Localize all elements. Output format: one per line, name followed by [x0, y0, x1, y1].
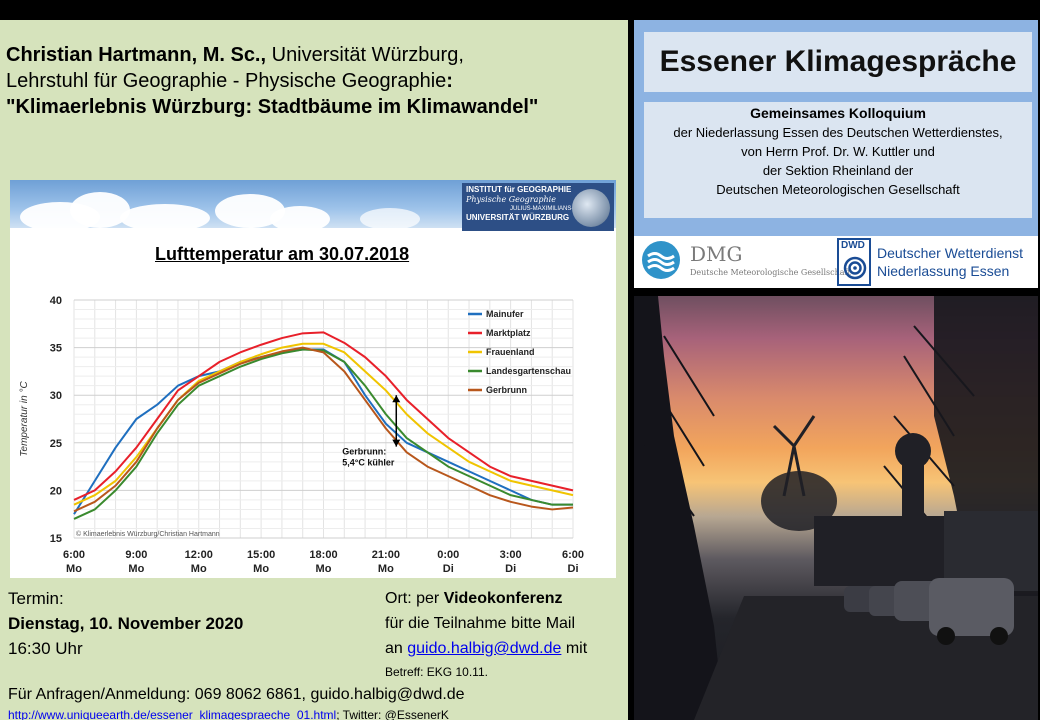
speaker-block: Christian Hartmann, M. Sc., Universität …	[6, 42, 626, 120]
annotation-arrowhead-bottom	[392, 439, 401, 447]
dwd-logo: DWD Deutscher Wetterdienst Niederlassung…	[837, 236, 1038, 288]
speaker-affiliation: Universität Würzburg,	[266, 44, 464, 66]
speaker-chair: Lehrstuhl für Geographie - Physische Geo…	[6, 70, 447, 92]
x-tick-label: 15:00	[247, 549, 275, 561]
website-link[interactable]: http://www.uniqueearth.de/essener_klimag…	[8, 708, 337, 720]
dwd-logo-frame: DWD	[837, 238, 871, 286]
x-tick-day-label: Di	[443, 563, 454, 575]
twitter-handle: ; Twitter: @EssenerK	[336, 708, 449, 720]
ort-mode: Videokonferenz	[443, 590, 563, 607]
email-link[interactable]: guido.halbig@dwd.de	[407, 640, 562, 657]
y-tick-label: 40	[50, 295, 62, 307]
annotation-arrowhead-top	[392, 395, 401, 403]
y-tick-label: 15	[50, 533, 62, 545]
x-tick-day-label: Di	[568, 563, 579, 575]
institute-line2: Physische Geographie	[466, 195, 556, 204]
logo-strip: DMG Deutsche Meteorologische Gesellschaf…	[634, 236, 1038, 288]
dwd-logo-label: DWD	[841, 240, 865, 251]
weblink-line: http://www.uniqueearth.de/essener_klimag…	[8, 708, 449, 720]
dmg-logo-subtitle: Deutsche Meteorologische Gesellschaft	[690, 268, 851, 277]
dwd-logo-text: Deutscher Wetterdienst Niederlassung Ess…	[877, 244, 1023, 280]
legend-label: Mainufer	[486, 309, 524, 319]
termin-label: Termin:	[8, 589, 64, 608]
x-tick-label: 0:00	[437, 549, 459, 561]
x-tick-label: 21:00	[372, 549, 400, 561]
x-tick-day-label: Mo	[316, 563, 332, 575]
institute-logo: INSTITUT für GEOGRAPHIE Physische Geogra…	[462, 183, 614, 231]
series-line-marktplatz	[73, 331, 574, 501]
ort-block: Ort: per Videokonferenz für die Teilnahm…	[385, 586, 587, 683]
x-tick-label: 9:00	[125, 549, 147, 561]
x-tick-day-label: Mo	[191, 563, 207, 575]
legend-label: Gerbrunn	[486, 385, 527, 395]
series-line-landesgartenschau	[73, 348, 573, 520]
event-line: der Sektion Rheinland der	[762, 163, 914, 178]
institute-line1: INSTITUT für GEOGRAPHIE	[466, 185, 572, 194]
dmg-logo-icon	[642, 241, 680, 279]
y-tick-label: 20	[50, 485, 62, 497]
dwd-spiral-icon	[843, 256, 867, 280]
termin-time: 16:30 Uhr	[8, 639, 83, 658]
speaker-name: Christian Hartmann, M. Sc.,	[6, 44, 267, 66]
x-tick-day-label: Di	[505, 563, 516, 575]
ort-prefix: Ort: per	[385, 590, 444, 607]
event-title: Essener Klimagespräche	[644, 32, 1032, 92]
betreff: Betreff: EKG 10.11.	[385, 665, 488, 679]
termin-block: Termin: Dienstag, 10. November 2020 16:3…	[8, 586, 243, 661]
event-box: Essener Klimagespräche Gemeinsames Kollo…	[634, 20, 1038, 236]
annotation-line2: 5,4°C kühler	[342, 458, 395, 468]
temperature-chart: 15 20 25 30 35 40 6:00 Mo 9:00 Mo 12:00 Mo 15:00 Mo 18…	[19, 295, 584, 575]
legend-label: Marktplatz	[486, 328, 531, 338]
speaker-colon: :	[446, 70, 453, 92]
institute-line4: UNIVERSITÄT WÜRZBURG	[466, 213, 570, 222]
y-tick-label: 30	[50, 390, 62, 402]
ort-line2: für die Teilnahme bitte Mail	[385, 615, 576, 632]
chart-slide: INSTITUT für GEOGRAPHIE Physische Geogra…	[10, 180, 616, 578]
event-description: Gemeinsames Kolloquium der Niederlassung…	[644, 102, 1032, 218]
termin-date: Dienstag, 10. November 2020	[8, 614, 244, 633]
annotation-line1: Gerbrunn:	[342, 447, 386, 457]
legend-label: Landesgartenschau	[486, 366, 571, 376]
ort-line3-suffix: mit	[561, 640, 588, 657]
left-panel: Christian Hartmann, M. Sc., Universität …	[0, 20, 628, 720]
ort-line3-prefix: an	[385, 640, 408, 657]
event-line: der Niederlassung Essen des Deutschen We…	[673, 125, 1003, 140]
dwd-line1: Deutscher Wetterdienst	[877, 245, 1024, 261]
x-tick-label: 6:00	[63, 549, 85, 561]
x-tick-label: 6:00	[562, 549, 584, 561]
legend-label: Frauenland	[486, 347, 535, 357]
dwd-line2: Niederlassung Essen	[877, 263, 1010, 279]
institute-line3: JULIUS-MAXIMILIANS-	[510, 206, 574, 212]
x-tick-day-label: Mo	[378, 563, 394, 575]
event-heading: Gemeinsames Kolloquium	[750, 105, 926, 121]
x-tick-label: 18:00	[309, 549, 337, 561]
sunset-scene	[634, 296, 1038, 720]
globe-icon	[572, 189, 610, 227]
event-line: von Herrn Prof. Dr. W. Kuttler und	[741, 144, 935, 159]
series-line-gerbrunn	[73, 346, 574, 513]
talk-title: "Klimaerlebnis Würzburg: Stadtbäume im K…	[6, 96, 539, 118]
x-tick-day-label: Mo	[128, 563, 144, 575]
dmg-logo-text: DMG	[690, 242, 743, 266]
x-tick-day-label: Mo	[66, 563, 82, 575]
y-tick-label: 25	[50, 438, 62, 450]
x-tick-label: 3:00	[500, 549, 522, 561]
anfragen-text: Für Anfragen/Anmeldung: 069 8062 6861, g…	[8, 686, 465, 703]
x-tick-day-label: Mo	[253, 563, 269, 575]
x-tick-label: 12:00	[185, 549, 213, 561]
chart-title: Lufttemperatur am 30.07.2018	[155, 244, 410, 264]
copyright-note: © Klimaerlebnis Würzburg/Christian Hartm…	[76, 530, 220, 538]
event-line: Deutschen Meteorologischen Gesellschaft	[716, 182, 960, 197]
y-axis-label: Temperatur in °C	[19, 381, 30, 457]
y-tick-label: 35	[50, 343, 62, 355]
sunset-photo	[634, 296, 1038, 720]
